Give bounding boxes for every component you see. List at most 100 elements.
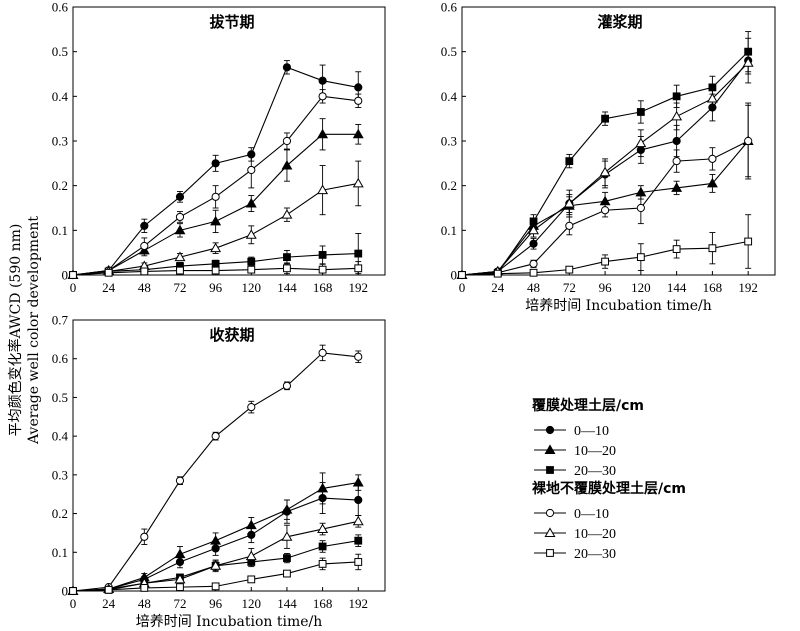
x-tick-label: 96 [599, 280, 613, 295]
y-tick-label: 0.5 [441, 44, 457, 59]
plot-frame [72, 319, 386, 592]
y-tick-label: 0.2 [441, 178, 457, 193]
data-point [283, 569, 291, 578]
data-point [354, 495, 363, 505]
legend-label: 20—30 [574, 464, 616, 479]
y-tick-label: 0 [451, 268, 458, 283]
x-tick-label: 48 [527, 280, 540, 295]
data-point [283, 554, 291, 562]
data-point [529, 268, 538, 277]
jointing-stage-plot: 拔节期 0 0.1 0.2 0.3 0.4 0.5 0.6 0 24 48 72 96 120 144 168… [52, 0, 386, 295]
series-4 [457, 102, 753, 280]
x-tick-label: 48 [138, 280, 151, 295]
data-point [174, 224, 186, 235]
data-point [708, 154, 717, 163]
y-tick-label: 0.7 [52, 313, 69, 328]
data-point [493, 269, 502, 278]
data-point [354, 249, 363, 258]
data-point [354, 83, 363, 92]
data-point [210, 560, 222, 570]
data-point [211, 192, 220, 201]
data-point [247, 403, 256, 412]
y-tick-label: 0 [62, 584, 69, 599]
data-point [245, 229, 257, 239]
data-point [672, 136, 681, 146]
x-tick-label: 120 [631, 280, 651, 295]
y-axis-label-group: 平均颜色变化率AWCD (590 nm) Average well color … [7, 216, 42, 445]
data-point [283, 253, 291, 262]
data-point [354, 558, 363, 566]
data-point [318, 251, 327, 259]
legend-entry-1: 0—10 [534, 424, 609, 439]
legend-group-film: 覆膜处理土层/cm [532, 397, 644, 414]
data-point [176, 266, 184, 275]
data-point [69, 587, 77, 595]
data-point [635, 137, 647, 148]
y-tick-label: 0.6 [52, 0, 69, 15]
series-line [72, 520, 359, 592]
legend: 覆膜处理土层/cm 裸地不覆膜处理土层/cm 0—10 10—20 20—30 0—1… [532, 397, 686, 562]
data-point [708, 244, 717, 253]
data-point [458, 271, 466, 279]
data-point [211, 259, 220, 268]
data-point [210, 535, 222, 545]
y-tick-label: 0.6 [441, 0, 458, 15]
legend-marker [546, 549, 554, 557]
data-point [318, 348, 327, 358]
data-point [354, 96, 363, 105]
legend-entry-4: 0—10 [534, 507, 609, 522]
y-tick-label: 0.5 [52, 44, 68, 59]
x-tick-label: 192 [349, 280, 369, 295]
series-6 [69, 261, 363, 279]
series-6 [69, 553, 363, 595]
data-point [352, 476, 364, 487]
data-point [210, 242, 222, 253]
data-point [245, 197, 257, 208]
x-tick-label: 144 [277, 596, 297, 611]
data-point [104, 268, 113, 277]
data-point [69, 271, 77, 279]
data-point [283, 264, 291, 273]
series-3 [458, 31, 753, 279]
data-point [671, 110, 683, 121]
data-point [247, 257, 256, 266]
data-point [565, 221, 574, 230]
data-point [210, 215, 222, 226]
legend-label: 20—30 [574, 547, 616, 562]
series-2 [67, 472, 364, 595]
legend-entry-2: 10—20 [534, 444, 616, 459]
data-point [706, 177, 718, 188]
data-point [354, 264, 363, 273]
data-point [175, 476, 185, 485]
data-point [281, 209, 293, 219]
data-point [282, 136, 292, 146]
y-axis-label-cn: 平均颜色变化率AWCD (590 nm) [7, 224, 24, 437]
x-tick-label: 0 [459, 280, 466, 295]
data-point [211, 159, 220, 168]
data-point [672, 92, 681, 101]
y-tick-label: 0.3 [441, 134, 457, 149]
data-point [247, 265, 256, 274]
data-point [211, 266, 220, 275]
x-tick-label: 0 [70, 596, 77, 611]
y-tick-label: 0.3 [52, 134, 68, 149]
data-point [671, 182, 683, 192]
data-point [600, 206, 610, 215]
x-tick-label: 120 [242, 596, 262, 611]
y-tick-label: 0.4 [441, 89, 458, 104]
data-point [174, 251, 186, 262]
data-point [636, 253, 645, 262]
data-point [354, 352, 363, 361]
data-point [281, 159, 293, 170]
y-tick-label: 0.1 [441, 223, 457, 238]
x-tick-label: 96 [209, 596, 223, 611]
data-point [599, 166, 611, 177]
x-axis-label: 培养时间 Incubation time/h [136, 614, 323, 630]
y-tick-label: 0.4 [52, 429, 69, 444]
data-point [565, 265, 574, 274]
data-point [245, 519, 257, 530]
plot-frame [72, 6, 386, 276]
legend-entry-3: 20—30 [534, 464, 616, 479]
data-point [318, 92, 327, 101]
